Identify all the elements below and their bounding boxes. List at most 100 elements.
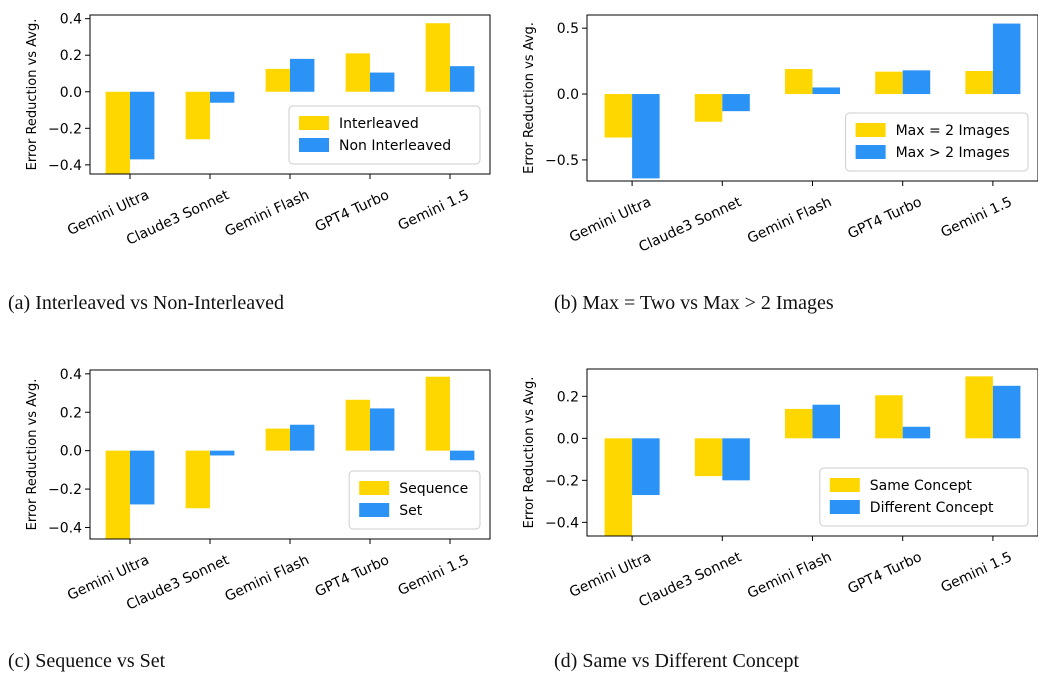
xtick-label-c-3: Gemini Flash <box>223 552 312 605</box>
ytick-label-b-1: −0.5 <box>545 153 579 169</box>
bar-c-s1-2 <box>185 450 210 509</box>
caption-a: (a) Interleaved vs Non-Interleaved <box>8 292 284 314</box>
bar-c-s2-2 <box>210 450 235 456</box>
bar-b-s2-4 <box>902 70 931 95</box>
bar-c-s1-3 <box>265 428 290 451</box>
legend-label-c-1: Sequence <box>399 481 468 497</box>
bar-d-s1-1 <box>604 438 633 536</box>
ytick-label-a-3: 0.0 <box>60 85 82 101</box>
legend-swatch-b-2 <box>855 145 886 159</box>
bar-a-s2-5 <box>450 66 475 92</box>
bar-a-s2-3 <box>290 58 315 92</box>
ytick-label-a-1: −0.4 <box>48 158 82 174</box>
bar-b-s2-5 <box>992 23 1021 95</box>
caption-b: (b) Max = Two vs Max > 2 Images <box>554 292 834 314</box>
bar-a-s2-4 <box>370 72 395 92</box>
chart-panel-d: −0.4 −0.2 0.0 0.2 Error Reduction vs Avg. Gem… <box>519 339 1038 677</box>
bar-c-s2-5 <box>450 450 475 461</box>
bar-b-s1-4 <box>875 71 903 95</box>
legend-label-d-1: Same Concept <box>870 478 973 494</box>
bar-b-s1-2 <box>694 94 723 122</box>
bar-d-s2-2 <box>722 438 750 481</box>
legend-label-a-2: Non Interleaved <box>339 138 451 154</box>
bar-b-s1-5 <box>965 70 993 95</box>
legend-label-b-1: Max = 2 Images <box>896 123 1010 139</box>
ytick-label-a-5: 0.4 <box>60 12 82 28</box>
bar-d-s2-1 <box>632 438 660 496</box>
bar-b-s2-2 <box>722 94 750 112</box>
bar-a-s2-1 <box>130 91 155 160</box>
legend-label-c-2: Set <box>399 503 423 519</box>
chart-a: −0.4 −0.2 0.0 0.2 0.4 Error Reduction vs Avg.… <box>25 12 491 249</box>
legend-swatch-a-2 <box>299 138 329 152</box>
caption-c: (c) Sequence vs Set <box>8 650 166 672</box>
ytick-label-c-1: −0.4 <box>48 520 82 536</box>
legend-box-a <box>288 105 481 165</box>
legend-b: Max = 2 Images Max > 2 Images <box>845 112 1029 172</box>
bar-b-s2-3 <box>812 87 841 95</box>
legend-swatch-b-1 <box>855 123 886 137</box>
xtick-label-b-4: GPT4 Turbo <box>845 194 924 242</box>
ytick-label-d-4: 0.2 <box>557 389 579 405</box>
bar-c-s2-4 <box>370 408 395 451</box>
bar-c-s1-4 <box>345 399 370 451</box>
bar-d-s2-5 <box>992 385 1021 439</box>
ytick-label-c-5: 0.4 <box>60 367 82 383</box>
ytick-label-a-4: 0.2 <box>60 48 82 64</box>
bar-c-s2-3 <box>290 424 315 451</box>
bar-d-s1-3 <box>784 408 813 439</box>
xtick-label-c-5: Gemini 1.5 <box>396 552 472 599</box>
bar-a-s1-2 <box>185 91 210 140</box>
legend-label-a-1: Interleaved <box>339 116 419 132</box>
chart-c: −0.4 −0.2 0.0 0.2 0.4 Error Reduction vs Avg.… <box>25 367 491 614</box>
legend-d: Same Concept Different Concept <box>819 467 1029 527</box>
ylabel-b: Error Reduction vs Avg. <box>522 22 537 174</box>
xtick-label-a-3: Gemini Flash <box>223 187 312 240</box>
bar-c-s2-1 <box>130 450 155 505</box>
bar-c-s1-5 <box>425 376 450 451</box>
bar-d-s1-4 <box>875 395 903 439</box>
bar-a-s1-4 <box>345 53 370 92</box>
xtick-label-a-5: Gemini 1.5 <box>396 187 472 234</box>
ytick-label-d-1: −0.4 <box>545 515 579 531</box>
xtick-label-b-5: Gemini 1.5 <box>939 194 1015 241</box>
ytick-label-a-2: −0.2 <box>48 121 82 137</box>
xtick-label-c-4: GPT4 Turbo <box>313 552 392 600</box>
bar-c-s1-1 <box>105 450 130 539</box>
xtick-label-a-4: GPT4 Turbo <box>313 187 392 235</box>
xtick-label-d-3: Gemini Flash <box>745 549 834 602</box>
ytick-label-c-4: 0.2 <box>60 405 82 421</box>
bar-d-s1-5 <box>965 376 993 439</box>
xtick-label-d-4: GPT4 Turbo <box>845 549 924 597</box>
bar-a-s1-1 <box>105 91 130 174</box>
xtick-label-d-5: Gemini 1.5 <box>939 549 1015 596</box>
legend-swatch-d-2 <box>829 500 860 514</box>
chart-panel-a: −0.4 −0.2 0.0 0.2 0.4 Error Reduction vs Avg.… <box>0 0 519 338</box>
bar-b-s1-1 <box>604 94 633 138</box>
legend-c: Sequence Set <box>348 470 481 530</box>
legend-label-b-2: Max > 2 Images <box>896 145 1010 161</box>
legend-swatch-a-1 <box>299 116 329 130</box>
xtick-label-d-2: Claude3 Sonnet <box>636 549 744 611</box>
chart-panel-c: −0.4 −0.2 0.0 0.2 0.4 Error Reduction vs Avg.… <box>0 339 519 677</box>
ytick-label-c-3: 0.0 <box>60 444 82 460</box>
bar-b-s2-1 <box>632 94 660 179</box>
legend-swatch-c-2 <box>359 503 390 517</box>
ytick-label-c-2: −0.2 <box>48 482 82 498</box>
ytick-label-b-2: 0.0 <box>557 87 579 103</box>
caption-d: (d) Same vs Different Concept <box>554 650 800 672</box>
bar-a-s1-3 <box>265 68 290 92</box>
legend-a: Interleaved Non Interleaved <box>288 105 481 165</box>
xtick-label-b-3: Gemini Flash <box>745 194 834 247</box>
bar-d-s2-4 <box>902 426 931 439</box>
bar-b-s1-3 <box>784 69 813 95</box>
legend-swatch-d-1 <box>829 478 860 492</box>
legend-label-d-2: Different Concept <box>870 500 994 516</box>
ytick-label-d-3: 0.0 <box>557 431 579 447</box>
legend-box-d <box>819 467 1029 527</box>
ylabel-d: Error Reduction vs Avg. <box>522 377 537 529</box>
xtick-label-b-2: Claude3 Sonnet <box>636 194 744 256</box>
ylabel-c: Error Reduction vs Avg. <box>25 379 40 531</box>
bar-a-s1-5 <box>425 23 450 92</box>
legend-box-b <box>845 112 1029 172</box>
